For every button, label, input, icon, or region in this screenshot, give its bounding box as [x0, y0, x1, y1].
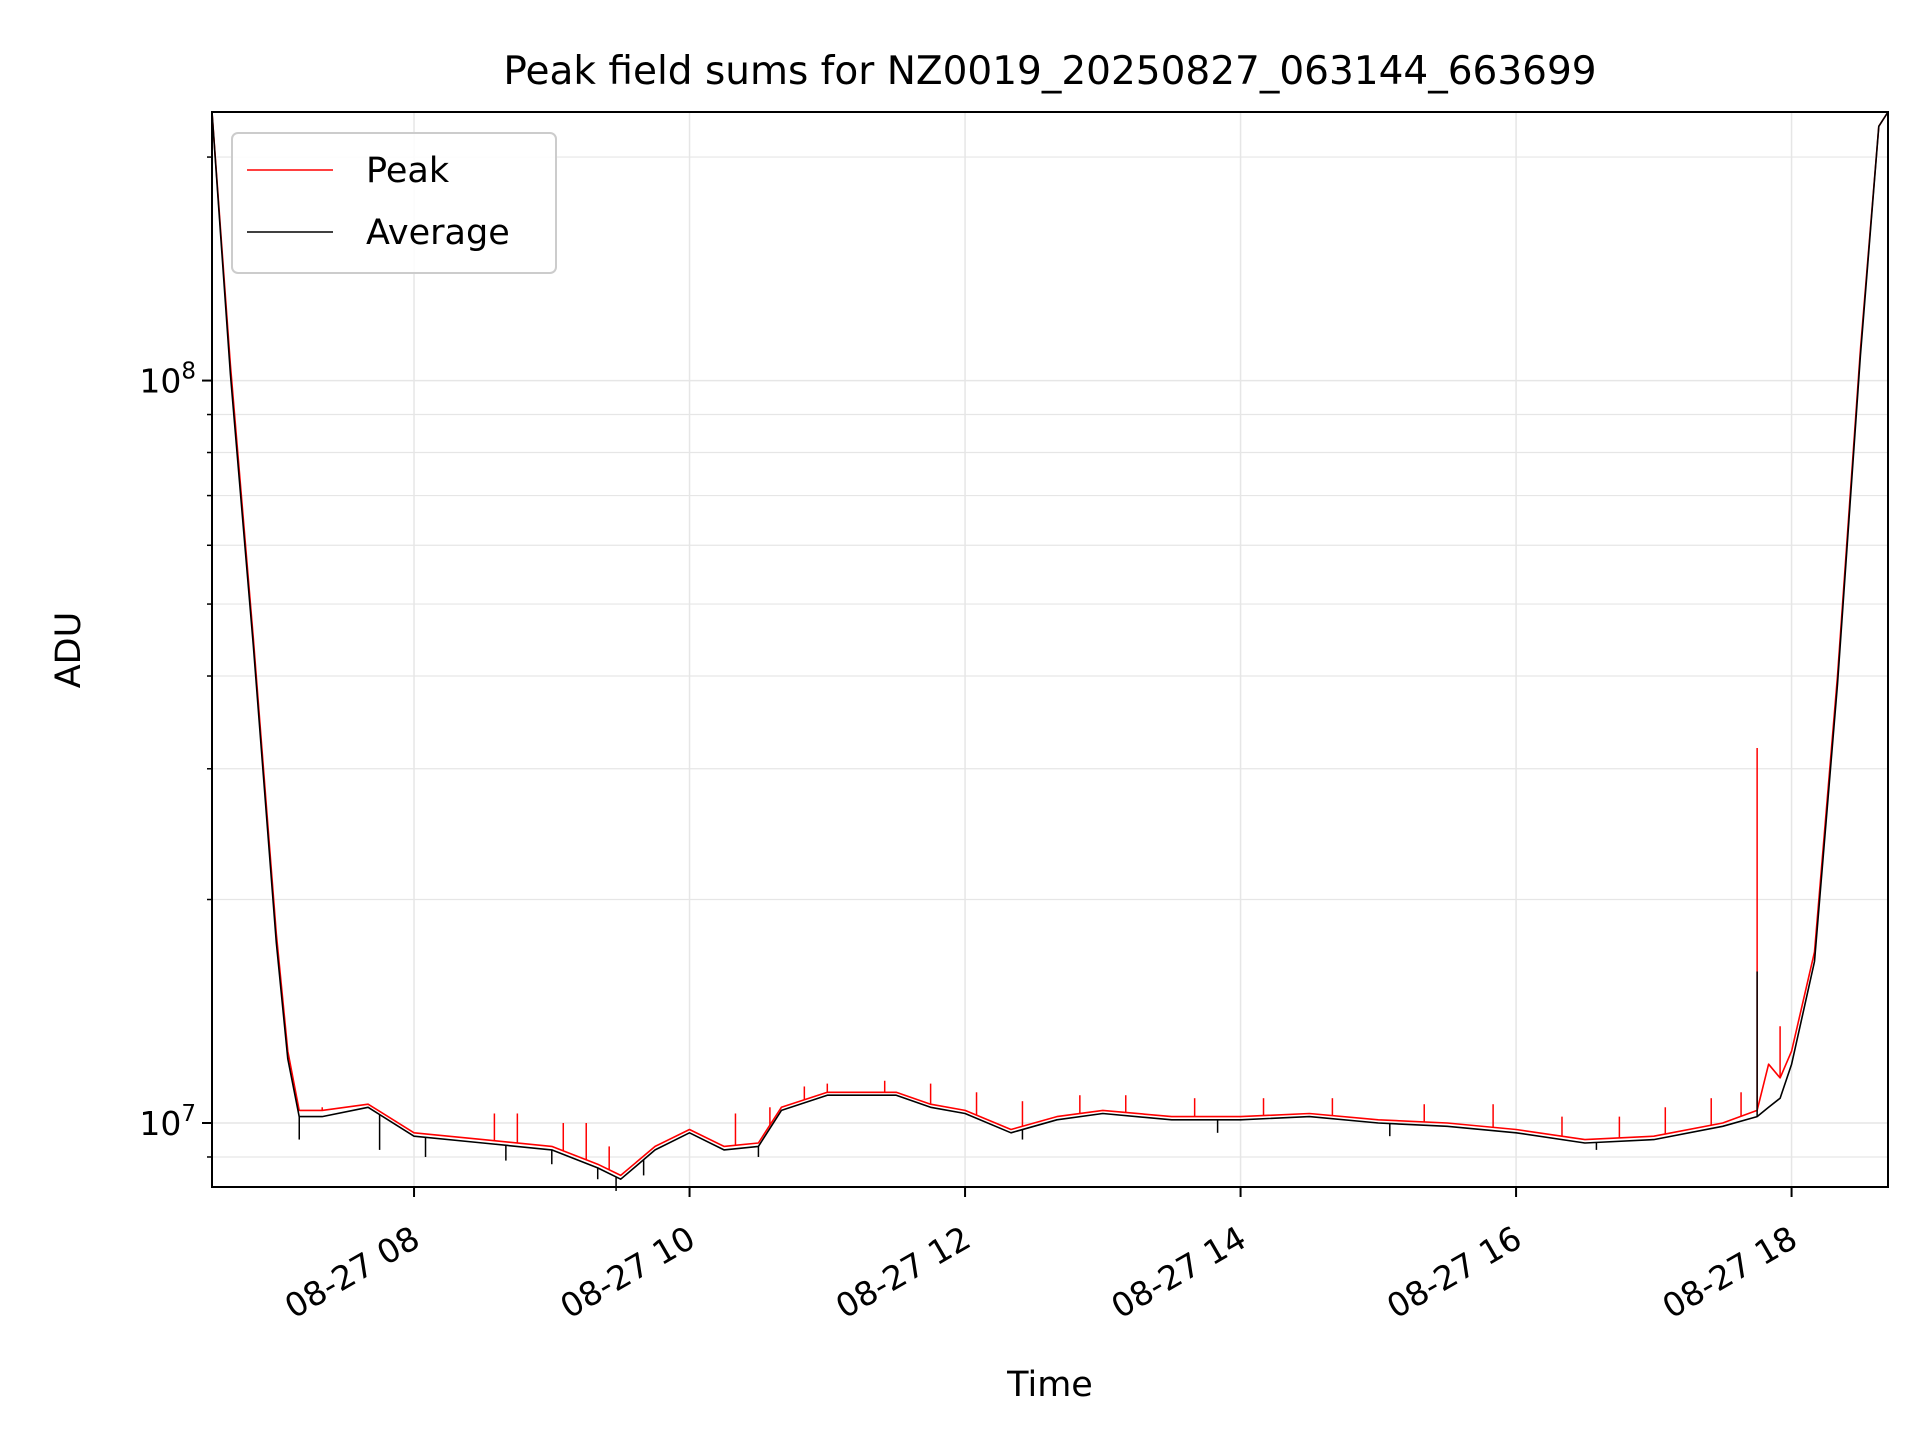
y-axis-label: ADU	[49, 612, 89, 689]
series-line-peak	[211, 111, 1889, 1177]
plot-series	[211, 111, 1889, 1191]
chart-title: Peak field sums for NZ0019_20250827_0631…	[503, 49, 1596, 94]
grid-lines	[212, 112, 1888, 1187]
series-line-average	[211, 111, 1889, 1180]
legend-box	[231, 132, 557, 274]
legend: Peak Average	[231, 132, 557, 274]
plot-frame	[211, 111, 1889, 1188]
x-axis-label: Time	[1006, 1365, 1093, 1405]
y-tick-label: 107	[139, 1101, 196, 1143]
legend-peak-label: Peak	[366, 151, 450, 191]
legend-average-label: Average	[366, 213, 510, 253]
y-tick-label: 108	[139, 359, 196, 401]
